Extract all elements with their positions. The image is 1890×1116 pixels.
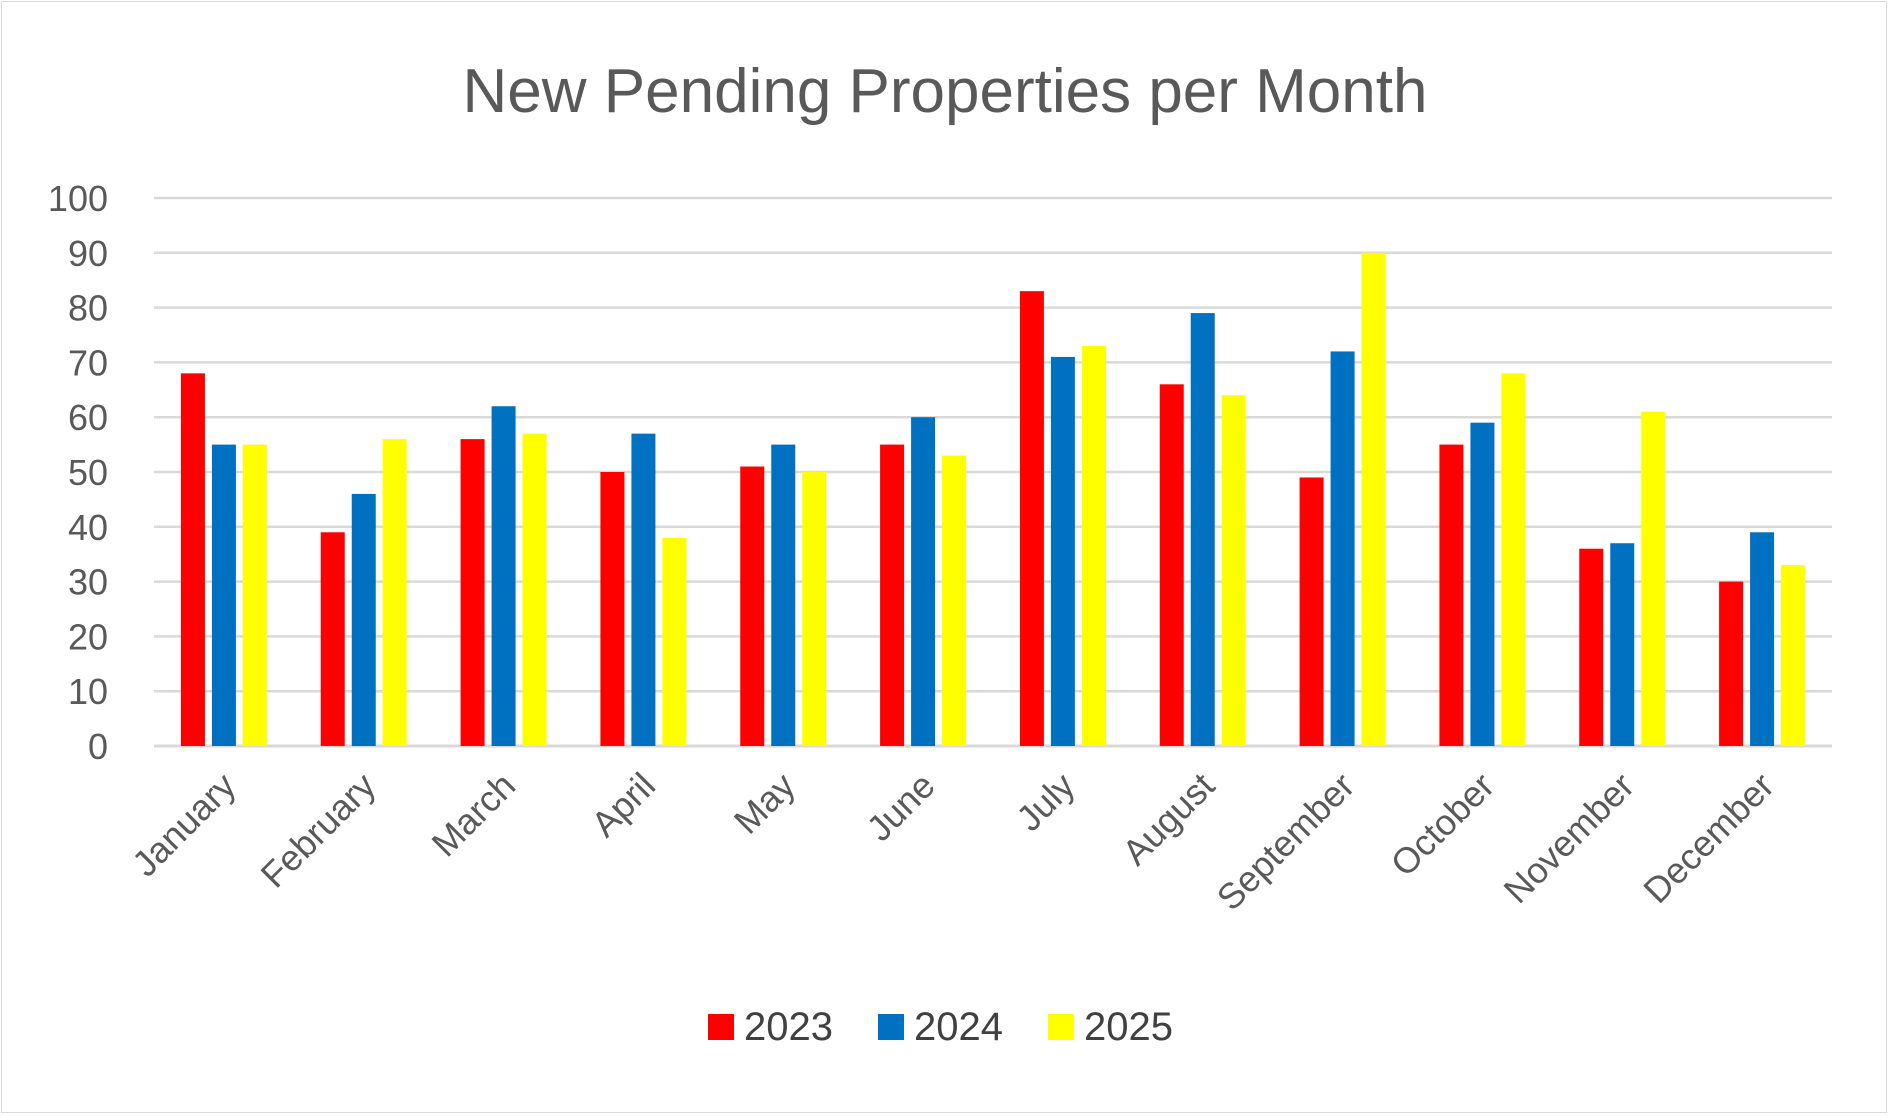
bar-2024-december (1750, 532, 1775, 746)
legend-swatch-2025 (1048, 1014, 1074, 1040)
legend-swatch-2023 (708, 1014, 734, 1040)
x-category-label: August (1114, 765, 1222, 873)
y-tick-label: 30 (68, 562, 108, 603)
bar-2023-august (1159, 384, 1184, 746)
y-tick-label: 100 (48, 178, 108, 219)
bar-2023-december (1719, 581, 1744, 746)
bar-2024-march (491, 406, 516, 746)
bar-2023-january (180, 373, 205, 746)
x-category-label: September (1209, 765, 1363, 919)
x-category-label: April (583, 765, 663, 845)
y-tick-label: 60 (68, 397, 108, 438)
bar-2025-june (942, 455, 967, 746)
bar-2023-june (880, 444, 905, 746)
x-category-label: December (1635, 765, 1781, 911)
x-category-label: July (1008, 765, 1082, 839)
x-axis-category-labels: January February March April May June July Augu… (124, 765, 1782, 919)
bar-2023-march (460, 439, 485, 746)
bar-2023-july (1019, 291, 1044, 746)
legend-item-2024: 2024 (878, 1005, 1003, 1049)
bar-2024-august (1190, 313, 1215, 746)
bar-2025-february (382, 439, 407, 746)
bar-2025-october (1501, 373, 1526, 746)
legend-item-2023: 2023 (708, 1005, 833, 1049)
x-category-label: November (1495, 765, 1641, 911)
x-category-label: October (1383, 765, 1503, 885)
legend: 2023 2024 2025 (708, 1005, 1173, 1049)
y-tick-label: 40 (68, 507, 108, 548)
legend-swatch-2024 (878, 1014, 904, 1040)
x-category-label: March (424, 765, 524, 865)
y-axis-tick-labels: 0 10 20 30 40 50 60 70 80 90 100 (48, 178, 108, 767)
bar-2023-october (1439, 444, 1464, 746)
y-tick-label: 90 (68, 233, 108, 274)
bar-2025-march (522, 433, 547, 746)
y-tick-label: 70 (68, 342, 108, 383)
y-tick-label: 50 (68, 452, 108, 493)
bar-2025-august (1221, 395, 1246, 746)
bars (180, 252, 1806, 747)
bar-2023-april (600, 472, 625, 746)
bar-2025-december (1781, 565, 1806, 746)
gridlines (154, 196, 1832, 748)
x-category-label: June (859, 765, 943, 849)
bar-2024-june (911, 417, 936, 746)
y-tick-label: 80 (68, 288, 108, 329)
bar-2024-april (631, 433, 656, 746)
bar-2024-october (1470, 422, 1495, 746)
bar-2023-november (1579, 548, 1604, 746)
bar-2024-november (1610, 543, 1635, 746)
bar-2025-september (1361, 252, 1386, 747)
bar-2025-july (1081, 345, 1106, 746)
bar-2025-november (1641, 411, 1666, 746)
chart-title: New Pending Properties per Month (463, 57, 1428, 126)
bar-2024-july (1050, 356, 1075, 746)
bar-2023-september (1299, 477, 1324, 746)
bar-2023-may (740, 466, 765, 746)
bar-2024-may (771, 444, 796, 746)
y-tick-label: 0 (88, 726, 108, 767)
legend-label: 2025 (1084, 1005, 1173, 1049)
y-tick-label: 20 (68, 616, 108, 657)
x-category-label: February (253, 765, 384, 896)
bar-2025-january (242, 444, 267, 746)
bar-2024-september (1330, 351, 1355, 746)
bar-2024-february (351, 493, 376, 746)
x-category-label: January (124, 765, 244, 885)
bar-2023-february (320, 532, 345, 746)
bar-2025-may (802, 472, 827, 746)
legend-label: 2023 (744, 1005, 833, 1049)
y-tick-label: 10 (68, 671, 108, 712)
bar-2024-january (211, 444, 236, 746)
x-category-label: May (726, 765, 803, 842)
bar-2025-april (662, 537, 687, 746)
legend-label: 2024 (914, 1005, 1003, 1049)
legend-item-2025: 2025 (1048, 1005, 1173, 1049)
